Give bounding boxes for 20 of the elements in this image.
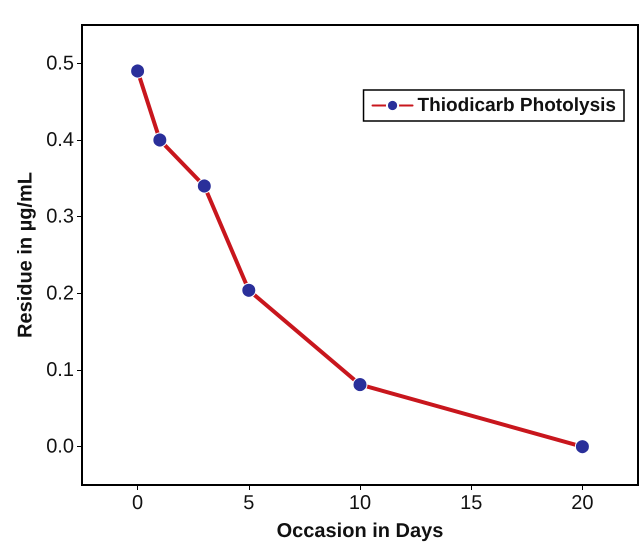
point <box>352 377 368 392</box>
point <box>152 132 168 148</box>
x-tick-label: 20 <box>571 492 594 514</box>
x-tick-label: 15 <box>460 492 482 514</box>
x-tick-label: 10 <box>348 492 372 514</box>
y-tick-label: 0.5 <box>46 52 74 74</box>
x-tick-label: 0 <box>132 492 144 514</box>
y-tick-label: 0.2 <box>46 282 74 304</box>
point <box>196 178 212 194</box>
y-tick-label: 0.3 <box>46 206 74 228</box>
y-tick-label: 0.0 <box>46 436 74 458</box>
x-axis-title: Occasion in Days <box>276 520 444 542</box>
y-tick-label: 0.1 <box>46 359 74 381</box>
point <box>574 439 590 454</box>
x-tick-label: 5 <box>243 492 254 514</box>
point <box>241 282 256 298</box>
point <box>130 64 146 78</box>
y-axis-title: Residue in µg/mL <box>14 172 36 338</box>
y-tick-label: 0.4 <box>46 129 74 151</box>
legend-label: Thiodicarb Photolysis <box>418 95 616 116</box>
